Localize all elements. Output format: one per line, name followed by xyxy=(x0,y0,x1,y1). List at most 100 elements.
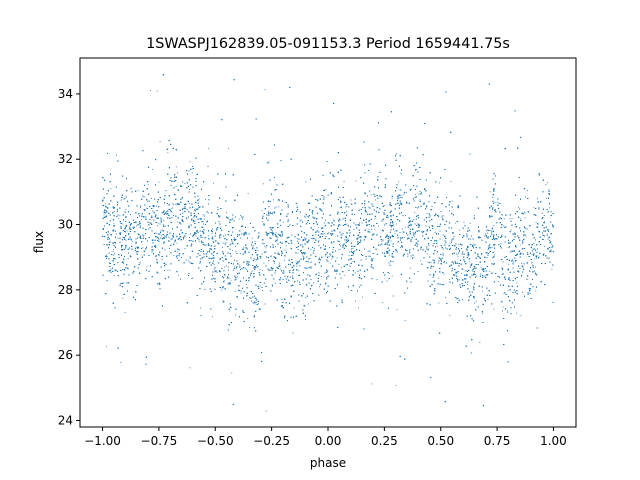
data-point xyxy=(426,253,428,255)
data-point xyxy=(518,206,520,208)
data-point xyxy=(498,280,500,282)
data-point xyxy=(205,199,206,201)
data-point xyxy=(413,236,415,237)
data-point xyxy=(234,237,236,239)
data-point xyxy=(419,260,421,262)
data-point xyxy=(263,251,265,253)
data-point xyxy=(262,242,263,244)
data-point xyxy=(255,265,257,267)
data-point xyxy=(511,250,513,252)
data-point xyxy=(488,247,490,249)
data-point xyxy=(325,236,327,237)
data-point xyxy=(434,231,436,233)
data-point xyxy=(264,245,266,247)
data-point xyxy=(396,223,397,225)
data-point xyxy=(199,262,201,264)
data-point xyxy=(487,232,489,234)
data-point xyxy=(466,236,468,238)
data-point xyxy=(531,253,533,255)
data-point xyxy=(368,229,370,231)
data-point xyxy=(390,219,392,221)
data-point xyxy=(171,207,173,209)
data-point xyxy=(332,222,334,224)
data-point xyxy=(166,210,168,212)
data-point xyxy=(252,245,254,246)
data-point xyxy=(147,201,149,203)
data-point xyxy=(552,224,553,226)
data-point xyxy=(271,284,273,286)
data-point xyxy=(113,222,115,224)
data-point xyxy=(144,251,146,253)
data-point xyxy=(158,255,160,257)
data-point xyxy=(513,232,515,234)
data-point xyxy=(336,273,338,275)
data-point xyxy=(213,268,215,270)
data-point xyxy=(219,259,221,261)
data-point xyxy=(349,251,351,253)
data-point xyxy=(260,257,261,259)
data-point xyxy=(526,252,528,253)
data-point xyxy=(437,277,439,279)
data-point xyxy=(418,225,420,226)
data-point xyxy=(525,235,527,237)
data-point xyxy=(309,257,311,259)
data-point xyxy=(328,231,330,233)
data-point xyxy=(230,262,232,264)
data-point xyxy=(490,216,492,218)
data-point xyxy=(211,316,213,318)
data-point xyxy=(255,301,257,303)
data-point xyxy=(129,255,131,257)
data-point xyxy=(189,367,191,369)
data-point xyxy=(200,307,202,309)
data-point xyxy=(544,222,546,224)
data-point xyxy=(130,224,131,226)
data-point xyxy=(448,278,450,280)
data-point xyxy=(516,246,518,248)
data-point xyxy=(240,292,242,294)
data-point xyxy=(262,183,264,185)
data-point xyxy=(537,201,539,203)
data-point xyxy=(265,410,267,412)
data-point xyxy=(231,372,233,374)
data-point xyxy=(162,224,164,226)
data-point xyxy=(416,207,418,209)
data-point xyxy=(245,283,247,285)
data-point xyxy=(110,188,112,190)
data-point xyxy=(226,212,227,214)
data-point xyxy=(261,221,263,223)
data-point xyxy=(203,244,205,246)
data-point xyxy=(358,276,360,278)
data-point xyxy=(127,258,129,259)
data-point xyxy=(410,240,412,242)
data-point xyxy=(232,242,234,244)
data-point xyxy=(403,237,405,239)
data-point xyxy=(502,306,504,308)
data-point xyxy=(458,243,460,245)
data-point xyxy=(329,262,331,264)
data-point xyxy=(324,232,326,234)
data-point xyxy=(352,254,354,256)
data-point xyxy=(245,269,247,271)
data-point xyxy=(305,181,307,183)
data-point xyxy=(175,186,177,187)
data-point xyxy=(548,189,550,191)
data-point xyxy=(331,243,333,245)
data-point xyxy=(475,300,477,302)
data-point xyxy=(256,247,258,249)
data-point xyxy=(158,181,160,183)
data-point xyxy=(225,234,226,236)
data-point xyxy=(496,201,498,203)
data-point xyxy=(285,245,287,247)
data-point xyxy=(490,230,492,232)
data-point xyxy=(370,266,372,268)
data-point xyxy=(482,312,484,314)
data-point xyxy=(315,234,317,236)
data-point xyxy=(172,207,173,209)
data-point xyxy=(297,270,299,271)
data-point xyxy=(184,248,186,249)
data-point xyxy=(139,224,141,226)
data-point xyxy=(345,246,347,248)
data-point xyxy=(512,263,514,265)
data-point xyxy=(240,237,241,239)
data-point xyxy=(401,194,403,196)
